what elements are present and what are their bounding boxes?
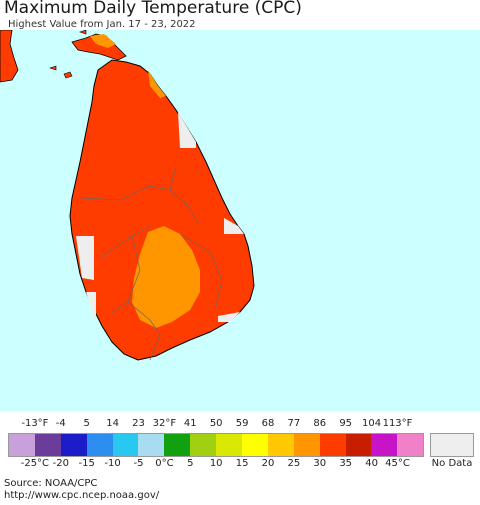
sri-lanka-landmass (69, 59, 255, 361)
no-data-patch-southeast (218, 312, 240, 322)
legend-tick-label: 25 (287, 458, 301, 469)
legend-tick-label: -15 (78, 458, 95, 469)
legend-tick-label: 0°C (155, 458, 174, 469)
legend-tick-label: 59 (235, 418, 249, 429)
legend-tick-label: -20 (52, 458, 69, 469)
legend-tick-label: 86 (313, 418, 327, 429)
province-borders (81, 165, 223, 361)
india-landmass (0, 30, 19, 83)
legend-tick-label: -4 (55, 418, 66, 429)
legend-color-bar (8, 433, 425, 457)
source-credit: Source: NOAA/CPC http://www.cpc.ncep.noa… (4, 478, 159, 502)
legend-tick-label: -10 (104, 458, 121, 469)
no-data-patch-southwest (86, 292, 96, 322)
legend-tick-label: 32°F (152, 418, 177, 429)
legend-swatch (216, 434, 243, 456)
legend-tick-label: 41 (183, 418, 197, 429)
legend-tick-label: 30 (313, 458, 327, 469)
legend-swatch (242, 434, 268, 456)
hot-zone-central (132, 226, 200, 328)
legend-tick-label: 50 (209, 418, 223, 429)
legend-swatch (112, 434, 139, 456)
legend-no-data-swatch (430, 433, 474, 457)
legend-swatch (319, 434, 346, 456)
legend-swatch (397, 434, 424, 456)
source-url: http://www.cpc.ncep.noaa.gov/ (4, 490, 160, 501)
legend-tick-label: 35 (339, 458, 353, 469)
legend-tick-label: 14 (106, 418, 119, 429)
legend-fahrenheit-labels: -13°F -4 5 14 23 32°F 41 50 59 68 77 86 95 104 113°F (0, 418, 480, 430)
legend-tick-label: -5 (133, 458, 144, 469)
legend-swatch (86, 434, 113, 456)
legend-tick-label: 77 (287, 418, 301, 429)
legend-celsius-labels: -25°C -20 -15 -10 -5 0°C 5 10 15 20 25 30 35 40 45°C (0, 458, 480, 470)
legend-tick-label: 5 (187, 458, 194, 469)
legend-swatch (164, 434, 191, 456)
jaffna-peninsula (71, 33, 127, 61)
legend-tick-label: 104 (362, 418, 382, 429)
legend-tick-label: 23 (132, 418, 145, 429)
legend-tick-label: 113°F (382, 418, 413, 429)
map-subtitle: Highest Value from Jan. 17 - 23, 2022 (8, 19, 196, 30)
legend-no-data-label: No Data (431, 458, 473, 469)
no-data-patch-west (76, 236, 94, 280)
source-line: Source: NOAA/CPC (4, 478, 98, 489)
jaffna-hot-zone (90, 34, 116, 48)
legend-swatch (345, 434, 372, 456)
legend-swatch (9, 434, 35, 456)
no-data-patch-northeast (178, 112, 196, 148)
legend-swatch (371, 434, 398, 456)
legend-tick-label: 45°C (385, 458, 410, 469)
map-title: Maximum Daily Temperature (CPC) (4, 0, 302, 18)
legend-swatch (190, 434, 217, 456)
legend-tick-label: 95 (339, 418, 353, 429)
legend-swatch (138, 434, 165, 456)
legend-tick-label: 68 (261, 418, 275, 429)
legend-swatch (267, 434, 294, 456)
small-islands (49, 30, 87, 79)
no-data-patch-east (224, 218, 244, 234)
legend-swatch (293, 434, 320, 456)
legend-tick-label: 5 (83, 418, 90, 429)
legend-tick-label: 15 (235, 458, 249, 469)
legend-tick-label: -13°F (21, 418, 49, 429)
legend-tick-label: 10 (209, 458, 223, 469)
legend-tick-label: -25°C (20, 458, 50, 469)
hot-zone-northeast-coast (148, 70, 166, 98)
temperature-map (0, 30, 480, 411)
legend-tick-label: 40 (365, 458, 378, 469)
legend-tick-label: 20 (261, 458, 275, 469)
legend-swatch (34, 434, 61, 456)
legend-swatch (60, 434, 87, 456)
